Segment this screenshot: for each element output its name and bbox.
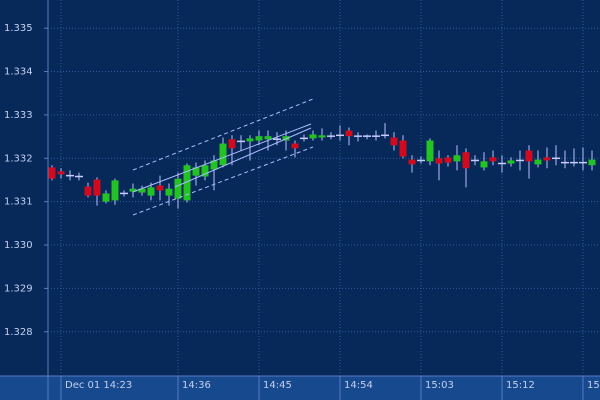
y-tick-label: 1.332 — [4, 153, 33, 164]
candle-body — [201, 165, 209, 177]
candle-body — [345, 130, 353, 137]
y-tick-label: 1.335 — [4, 23, 33, 34]
candle-body — [399, 140, 407, 157]
candle-body — [462, 152, 470, 169]
candle-body — [102, 193, 110, 202]
channel-upper — [132, 98, 314, 171]
candle-body — [453, 155, 461, 162]
candle-body — [507, 160, 515, 164]
candle-body — [111, 180, 119, 201]
candle-body — [183, 165, 191, 201]
candle-body — [480, 161, 488, 168]
candle-body — [192, 167, 200, 176]
candle-body — [84, 186, 92, 196]
candle-body — [426, 140, 434, 162]
candle-body — [318, 135, 326, 138]
x-tick-label: 15:2 — [587, 380, 600, 391]
candle-body — [444, 157, 452, 163]
trend-channel — [132, 98, 314, 216]
candle-body — [435, 158, 443, 164]
marks: 1.328 1.329 1.330 1.331 1.332 1.333 1.334 1.335… — [4, 0, 600, 400]
candle-body — [129, 188, 137, 192]
candle-body — [246, 138, 254, 142]
candle-body — [156, 185, 164, 191]
y-tick-label: 1.329 — [4, 283, 33, 294]
candle-body — [210, 160, 218, 170]
x-tick-label: Dec 01 14:23 — [65, 380, 132, 391]
candle-body — [543, 157, 551, 161]
y-tick-label: 1.331 — [4, 197, 33, 208]
candle-body — [174, 178, 182, 199]
x-tick-label: 14:36 — [182, 380, 211, 391]
candle-body — [309, 134, 317, 139]
candle-body — [489, 157, 497, 162]
candle-body — [408, 159, 416, 165]
candle-body — [390, 137, 398, 146]
x-axis-band — [0, 376, 600, 400]
candle-body — [255, 136, 263, 141]
channel-mid — [132, 123, 312, 193]
candle-body — [138, 188, 146, 193]
x-tick-label: 14:45 — [263, 380, 292, 391]
candle-body — [525, 150, 533, 162]
y-tick-label: 1.328 — [4, 327, 33, 338]
y-tick-label: 1.334 — [4, 67, 33, 78]
channel-mid2 — [174, 127, 312, 188]
candle-body — [291, 143, 299, 149]
x-tick-label: 15:12 — [506, 380, 535, 391]
candle-body — [264, 136, 272, 140]
x-tick-label: 15:03 — [425, 380, 454, 391]
candle-body — [588, 159, 596, 166]
candle-body — [48, 167, 56, 179]
y-tick-label: 1.330 — [4, 240, 33, 251]
y-tick-label: 1.333 — [4, 110, 33, 121]
candle-body — [165, 188, 173, 196]
candle-body — [219, 143, 227, 166]
candle-body — [147, 187, 155, 196]
candle-body — [57, 171, 65, 175]
candle-body — [534, 159, 542, 165]
x-tick-label: 14:54 — [344, 380, 373, 391]
candle-body — [93, 179, 101, 196]
candle-body — [228, 139, 236, 149]
